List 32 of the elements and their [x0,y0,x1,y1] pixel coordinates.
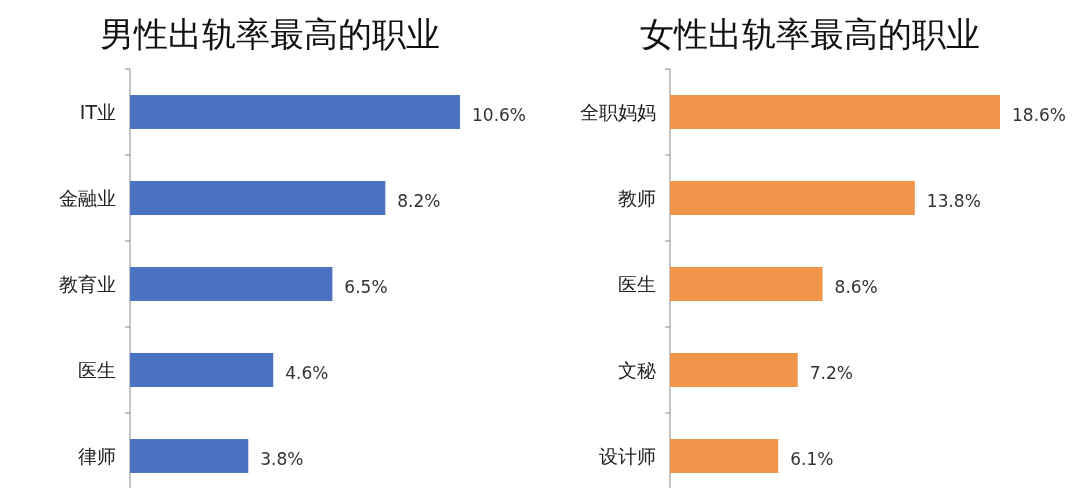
y-tick-label: IT业 [79,101,116,123]
y-tick-label: 医生 [618,273,656,295]
bar [670,95,1000,129]
data-label: 6.1% [790,449,834,469]
bar [670,353,798,387]
y-tick-label: 律师 [78,445,116,467]
y-tick-label: 金融业 [59,187,116,209]
y-tick-label: 教育业 [59,273,116,295]
y-tick-label: 全职妈妈 [580,101,656,123]
data-label: 3.8% [260,449,304,469]
bar [130,267,333,301]
y-tick-label: 设计师 [599,445,656,467]
chart-title: 男性出轨率最高的职业 [100,14,440,54]
data-label: 6.5% [344,277,388,297]
bar [130,353,274,387]
data-label: 18.6% [1012,105,1067,125]
data-label: 8.2% [397,191,441,211]
bar [670,181,915,215]
chart-title: 女性出轨率最高的职业 [640,14,980,54]
y-tick-label: 教师 [618,187,656,209]
bar [670,439,779,473]
bar [130,439,249,473]
y-tick-label: 医生 [78,359,116,381]
data-label: 10.6% [472,105,527,125]
y-tick-label: 文秘 [618,359,656,381]
data-label: 7.2% [809,363,853,383]
bar [130,95,460,129]
bar [670,267,823,301]
bar [130,181,386,215]
data-label: 4.6% [285,363,329,383]
data-label: 13.8% [926,191,981,211]
data-label: 8.6% [834,277,878,297]
